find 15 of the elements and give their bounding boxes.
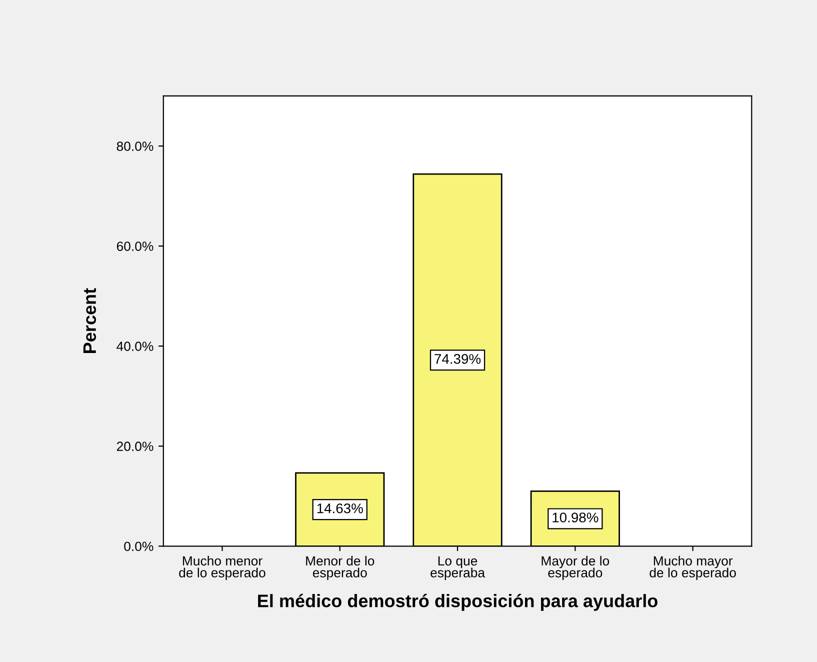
- y-tick-label: 80.0%: [116, 142, 154, 151]
- x-tick-label: Lo que esperaba: [430, 556, 486, 580]
- data-label: 10.98%: [552, 512, 598, 522]
- y-tick-label: 0.0%: [124, 542, 154, 552]
- x-tick-label: Mayor de lo esperado: [542, 556, 610, 580]
- y-axis-title: Percent: [83, 288, 96, 353]
- y-tick-label: 40.0%: [116, 342, 154, 351]
- y-tick-label: 60.0%: [116, 242, 154, 251]
- x-tick-label: Mucho menor de lo esperado: [179, 556, 266, 580]
- data-label: 74.39%: [434, 354, 481, 364]
- x-tick-label: Menor de lo esperado: [306, 556, 374, 580]
- x-axis-title: El médico demostró disposición para ayudarlo: [258, 594, 658, 611]
- x-tick-label: Mucho mayor de lo esperado: [650, 556, 736, 580]
- y-tick-label: 20.0%: [116, 442, 154, 452]
- data-label: 14.63%: [317, 503, 363, 514]
